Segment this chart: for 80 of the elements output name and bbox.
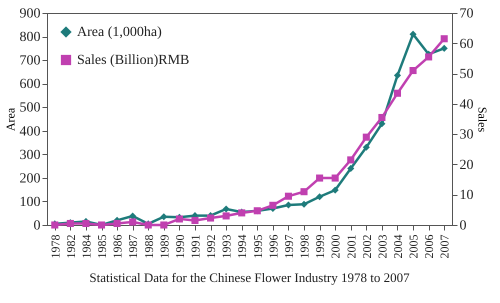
y2-tick-label: 50 [460,67,474,82]
x-tick-label: 1999 [313,234,328,258]
y-tick-label: 300 [20,148,40,163]
y-tick-label: 400 [20,124,40,140]
x-tick-label: 1985 [95,234,110,258]
point [378,114,386,122]
point [410,67,417,74]
x-tick-label: 1993 [220,234,234,258]
x-tick-label: 2003 [375,234,390,258]
y2-tick-label: 60 [460,36,474,52]
legend-label: Sales (Billion)RMB [77,53,190,68]
point [332,186,339,194]
point [394,72,402,79]
point [222,212,230,220]
x-tick-label: 1984 [79,234,94,258]
x-tick-label: 2001 [344,234,358,258]
x-tick-label: 1992 [204,234,218,258]
point [284,201,292,209]
x-tick-label: 1991 [188,234,202,258]
point [440,44,448,52]
y-tick-label: 100 [20,194,40,210]
point [347,164,354,172]
y2-tick-label: 30 [460,128,474,143]
point [129,218,136,226]
point [300,200,308,208]
point [378,120,386,128]
y-tick-label: 800 [20,30,40,46]
x-tick-label: 1990 [172,234,187,258]
y-axis-title: Area [4,107,18,132]
y2-tick-label: 70 [460,6,474,22]
point [410,30,417,38]
point [316,174,324,182]
x-tick-label: 1994 [235,234,250,258]
x-tick-label: 1978 [48,234,62,258]
point [82,220,90,228]
point [332,174,339,182]
x-tick-label: 1986 [110,234,125,258]
x-tick-label: 1995 [250,234,265,258]
point [347,156,354,164]
y-tick-label: 200 [20,171,40,186]
x-tick-label: 1997 [282,234,296,258]
y2-tick-label: 20 [460,158,474,173]
y-tick-label: 600 [20,77,40,92]
point [362,134,370,141]
x-tick-label: 2000 [328,234,343,258]
x-tick-label: 1996 [266,234,280,258]
point [316,193,324,200]
point [284,192,292,200]
point [160,221,168,229]
x-tick-label: 1988 [142,234,156,258]
point [394,90,402,97]
point [160,213,168,220]
y2-axis-title: Sales [476,106,490,132]
y-tick-label: 700 [20,54,40,69]
point [440,35,448,42]
x-tick-label: 1987 [126,234,140,258]
point [191,216,199,224]
x-tick-label: 2002 [360,234,374,258]
y-tick-label: 900 [20,6,40,22]
x-tick-label: 1998 [298,234,312,258]
x-tick-label: 2007 [438,234,452,258]
point [207,214,214,222]
y-tick-label: 500 [20,100,40,116]
x-tick-label: 2004 [390,234,405,258]
point [300,188,308,196]
x-tick-label: 2005 [406,234,421,258]
x-tick-label: 2006 [422,234,436,258]
y2-tick-label: 10 [460,188,474,204]
y-tick-label: 0 [34,218,40,234]
text: Statistical Data for the Chinese Flower Industry 1978 to 2007 [89,270,410,285]
y2-tick-label: 40 [460,97,474,112]
x-tick-label: 1982 [64,234,78,258]
point [222,205,230,213]
x-tick-label: 1989 [157,234,172,258]
legend-label: Area (1,000ha) [77,25,162,40]
point [269,202,276,209]
point [425,53,432,60]
y2-tick-label: 0 [460,218,466,234]
point [114,220,121,228]
point [362,144,370,151]
